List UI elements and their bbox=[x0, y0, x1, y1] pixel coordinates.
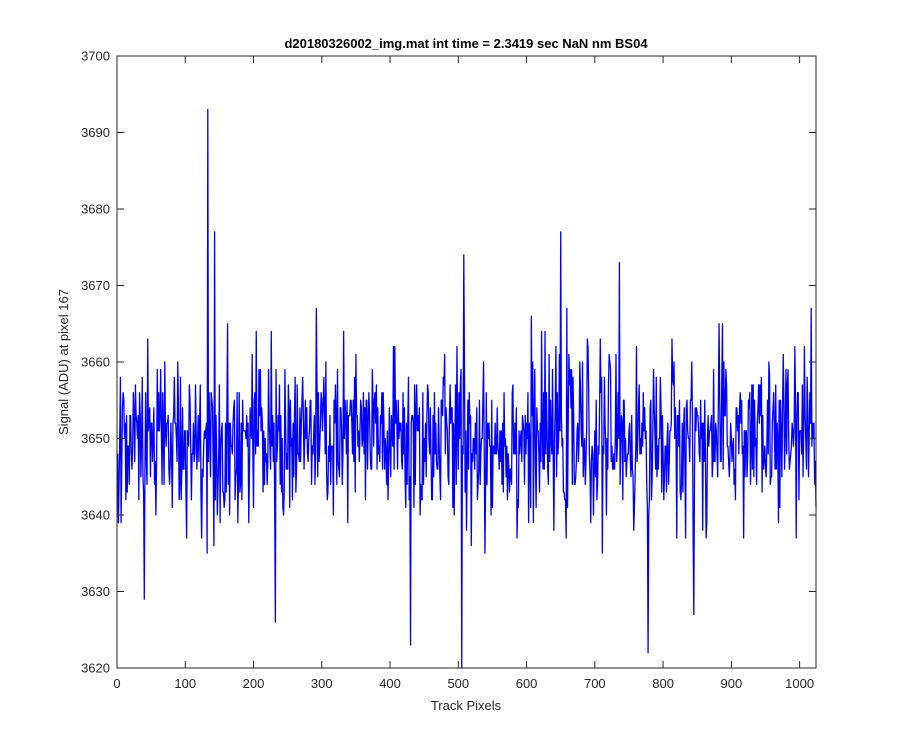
x-tick-label: 0 bbox=[113, 676, 120, 691]
y-tick-label: 3650 bbox=[81, 431, 110, 446]
y-tick-label: 3690 bbox=[81, 125, 110, 140]
y-tick-label: 3660 bbox=[81, 355, 110, 370]
x-tick-label: 300 bbox=[311, 676, 333, 691]
x-tick-label: 400 bbox=[379, 676, 401, 691]
x-axis-label: Track Pixels bbox=[431, 698, 502, 713]
y-tick-label: 3620 bbox=[81, 661, 110, 676]
series-layer bbox=[117, 108, 817, 669]
x-tick-label: 100 bbox=[174, 676, 196, 691]
x-tick-label: 200 bbox=[243, 676, 265, 691]
plot-background bbox=[117, 56, 816, 668]
x-tick-label: 1000 bbox=[785, 676, 814, 691]
x-tick-label: 700 bbox=[584, 676, 606, 691]
series-line bbox=[117, 108, 817, 669]
y-axis-label: Signal (ADU) at pixel 167 bbox=[56, 289, 71, 435]
y-tick-label: 3640 bbox=[81, 508, 110, 523]
x-tick-label: 800 bbox=[652, 676, 674, 691]
x-tick-label: 600 bbox=[516, 676, 538, 691]
x-tick-label: 900 bbox=[721, 676, 743, 691]
y-tick-label: 3670 bbox=[81, 278, 110, 293]
y-tick-label: 3680 bbox=[81, 202, 110, 217]
chart-title: d20180326002_img.mat int time = 2.3419 s… bbox=[284, 36, 648, 51]
y-axis: 3620 3630 3640 3650 3660 3670 3680 3690 3700 bbox=[81, 49, 816, 676]
x-axis: 0 100 200 300 400 500 600 700 800 900 1000 bbox=[113, 56, 814, 691]
y-tick-label: 3700 bbox=[81, 49, 110, 64]
axes-box bbox=[116, 55, 817, 669]
x-tick-label: 500 bbox=[447, 676, 469, 691]
y-tick-label: 3630 bbox=[81, 584, 110, 599]
